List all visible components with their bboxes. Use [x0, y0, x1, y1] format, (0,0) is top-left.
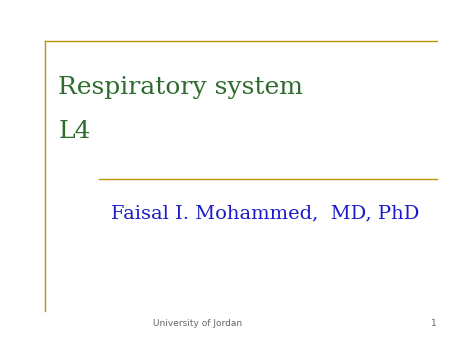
Text: Respiratory system: Respiratory system [58, 76, 303, 99]
Text: L4: L4 [58, 120, 91, 143]
Text: University of Jordan: University of Jordan [153, 319, 243, 328]
Text: Faisal I. Mohammed,  MD, PhD: Faisal I. Mohammed, MD, PhD [111, 204, 420, 222]
Text: 1: 1 [431, 319, 436, 328]
